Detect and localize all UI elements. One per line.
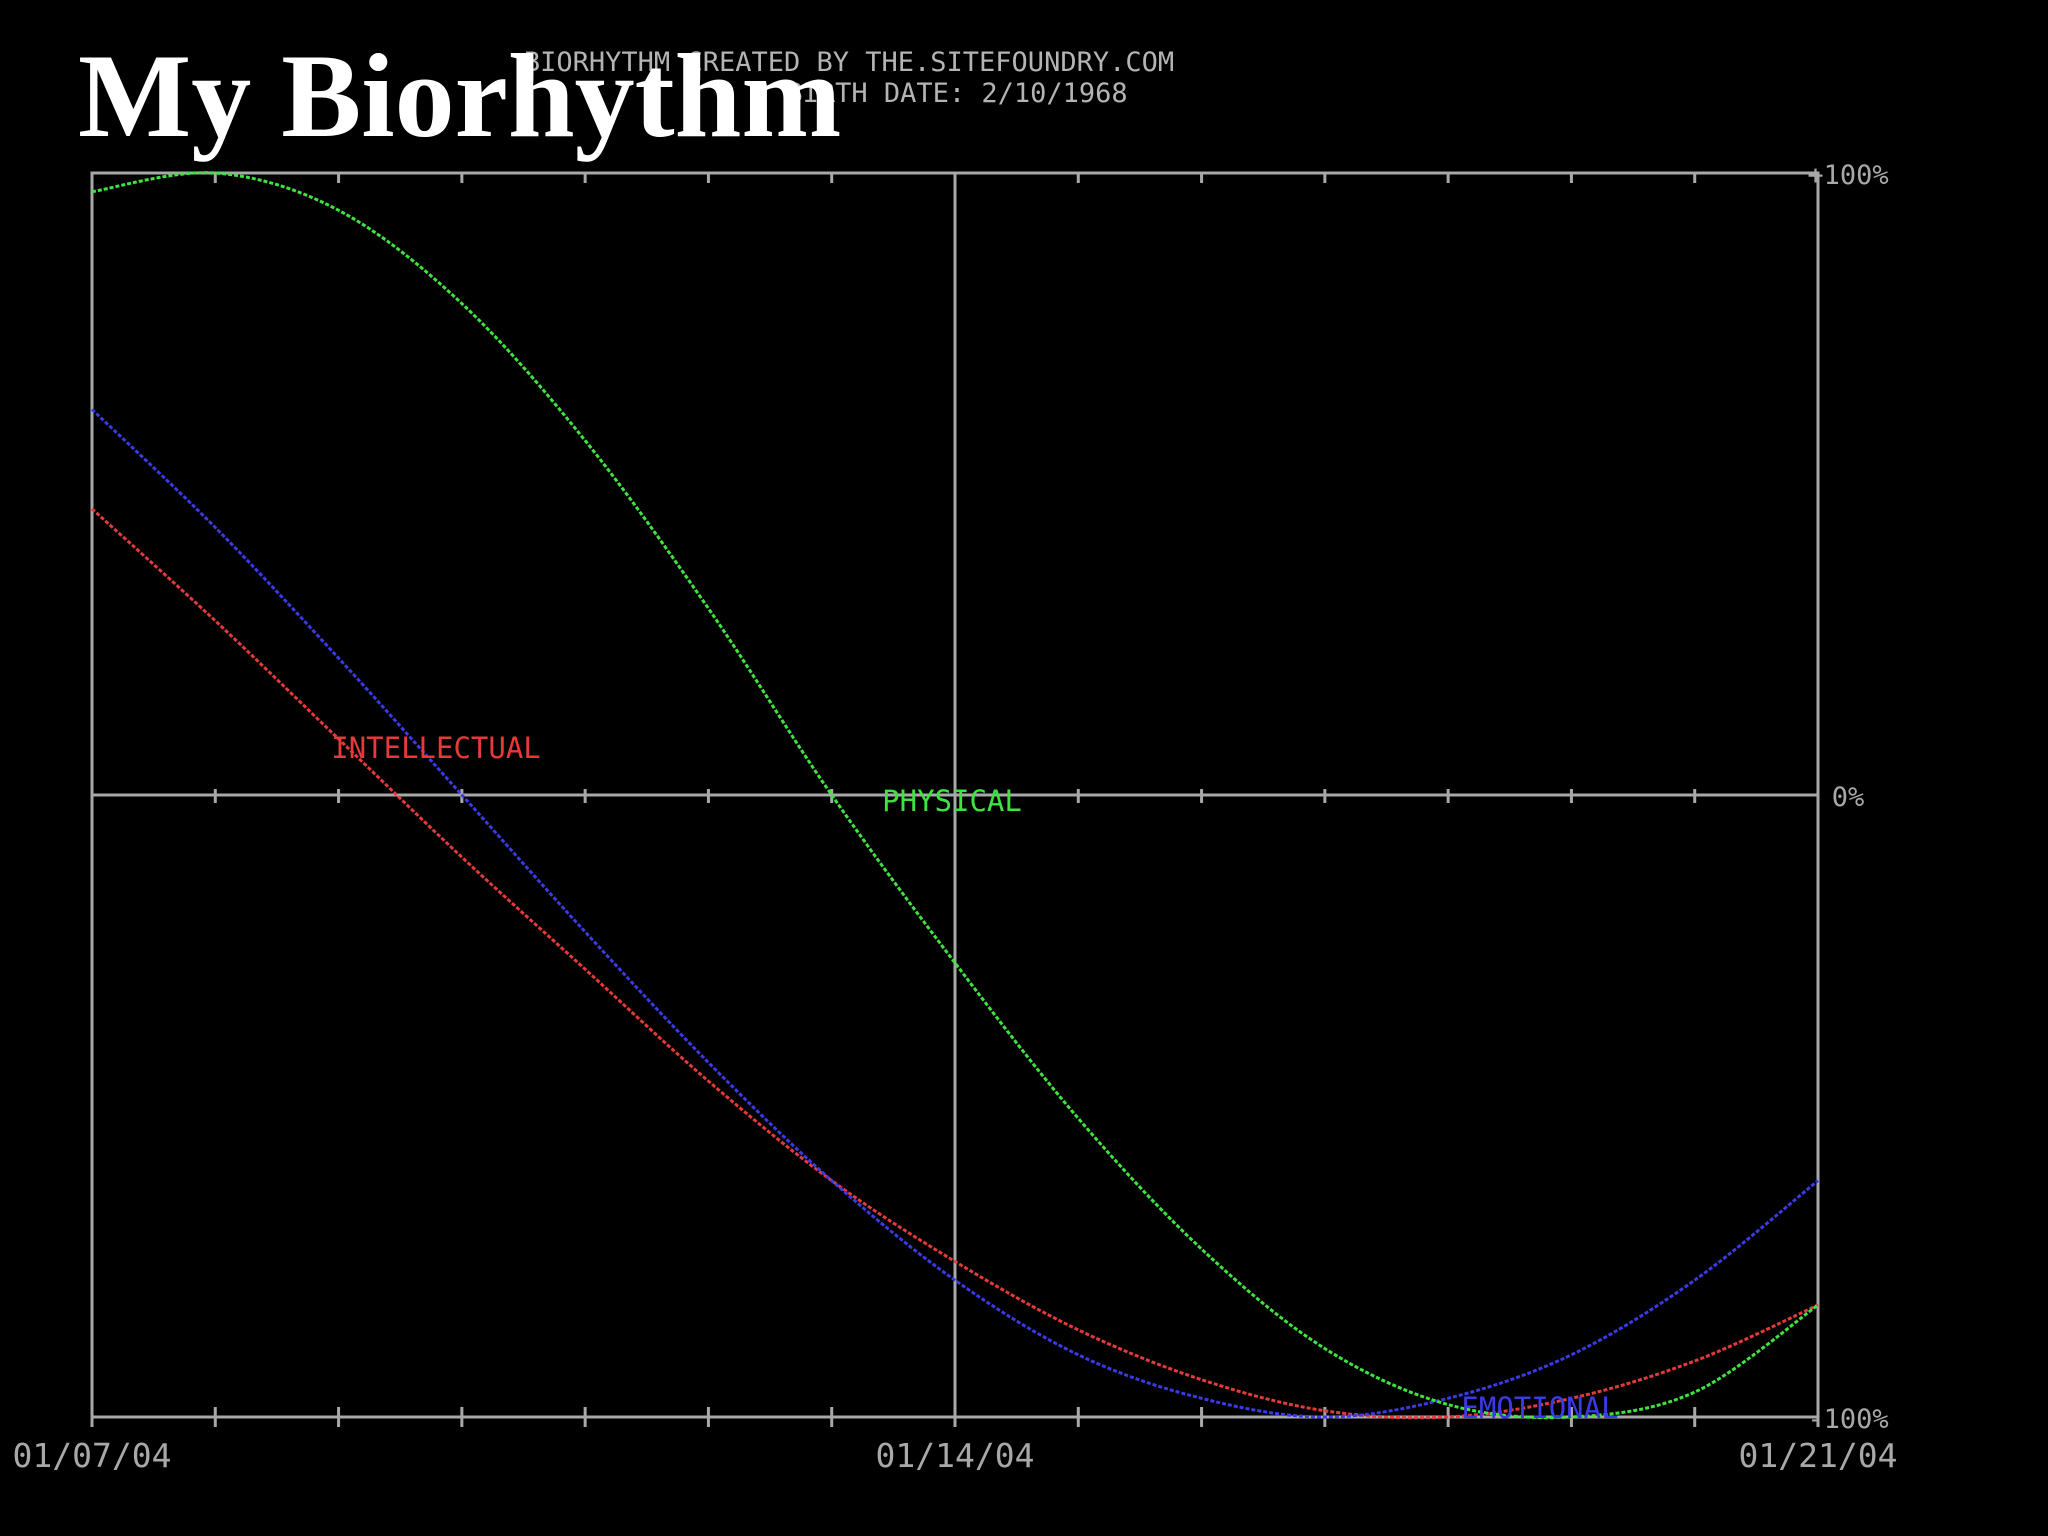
chart-header-birth-date: BIRTH DATE: 2/10/1968 xyxy=(786,78,1127,109)
y-tick-label: +100% xyxy=(1807,160,1888,191)
x-tick-label: 01/14/04 xyxy=(876,1436,1035,1475)
slide-title: My Biorhythm xyxy=(78,29,842,162)
y-tick-label: 0% xyxy=(1832,782,1865,813)
series-line-physical xyxy=(91,171,1819,1420)
x-tick-label: 01/21/04 xyxy=(1739,1436,1898,1475)
series-line-emotional xyxy=(90,408,1819,1419)
series-lines xyxy=(90,171,1819,1420)
series-label-physical: PHYSICAL xyxy=(882,784,1022,818)
chart-labels: BIORHYTHM CREATED BY THE.SITEFOUNDRY.COM… xyxy=(13,47,1898,1475)
series-label-emotional: EMOTIONAL xyxy=(1461,1391,1618,1425)
x-tick-label: 01/07/04 xyxy=(13,1436,172,1475)
series-label-intellectual: INTELLECTUAL xyxy=(331,731,541,765)
series-line-intellectual xyxy=(90,507,1819,1420)
chart-header-credit: BIORHYTHM CREATED BY THE.SITEFOUNDRY.COM xyxy=(524,47,1174,78)
y-tick-label: -100% xyxy=(1807,1404,1888,1435)
